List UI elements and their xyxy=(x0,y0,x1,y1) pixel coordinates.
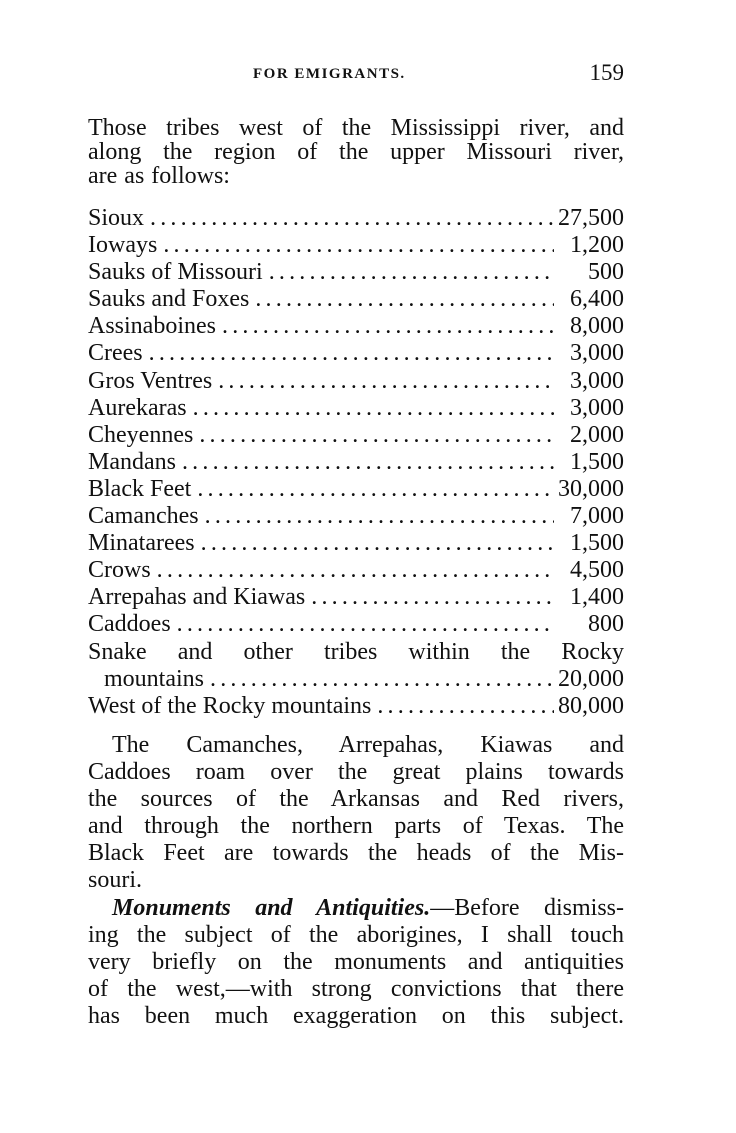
tribe-name: Minatarees xyxy=(88,530,195,557)
text-line: along the region of the upper Missouri r… xyxy=(88,139,624,165)
dot-leader: ........................................… xyxy=(156,557,554,584)
tribe-name: Caddoes xyxy=(88,611,171,638)
dot-leader: ........................................… xyxy=(222,313,554,340)
population-value: 80,000 xyxy=(558,692,624,719)
dot-leader: ........................................… xyxy=(176,611,554,638)
table-row: Crows...................................… xyxy=(88,557,624,584)
text-line: Those tribes west of the Mississippi riv… xyxy=(88,115,624,141)
text-line: and through the northern parts of Texas.… xyxy=(88,813,624,840)
population-value: 1,500 xyxy=(570,530,624,557)
dot-leader: ........................................… xyxy=(210,665,554,692)
population-value: 27,500 xyxy=(558,205,624,231)
tribe-name: Snake and other tribes within the Rocky xyxy=(88,638,624,665)
dot-leader: ........................................… xyxy=(197,475,554,502)
tribe-name: West of the Rocky mountains xyxy=(88,692,372,719)
tribe-name: Mandans xyxy=(88,448,176,475)
tribe-name: Aurekaras xyxy=(88,394,187,421)
text-line: the sources of the Arkansas and Red rive… xyxy=(88,786,624,813)
population-value: 8,000 xyxy=(570,313,624,340)
population-value: 2,000 xyxy=(570,421,624,448)
page-number: 159 xyxy=(589,60,625,85)
dot-leader: ........................................… xyxy=(377,692,554,719)
dot-leader: ........................................… xyxy=(181,448,554,475)
table-row: Caddoes.................................… xyxy=(88,611,624,638)
text-line: ing the subject of the aborigines, I sha… xyxy=(88,921,624,948)
table-row: Sauks of Missouri.......................… xyxy=(88,259,624,286)
paragraph-tribe-ranges: The Camanches, Arrepahas, Kiawas and Cad… xyxy=(88,732,624,1030)
dot-leader: ........................................… xyxy=(150,205,554,231)
dot-leader: ........................................… xyxy=(200,530,554,557)
table-row: Cheyennes...............................… xyxy=(88,422,624,449)
table-row: West of the Rocky mountains.............… xyxy=(88,693,624,720)
dot-leader: ........................................… xyxy=(148,340,554,367)
dot-leader: ........................................… xyxy=(192,394,554,421)
dot-leader: ........................................… xyxy=(163,232,554,259)
text-line: has been much exaggeration on this subje… xyxy=(88,1002,624,1029)
population-value: 30,000 xyxy=(558,475,624,502)
tribe-name: Assinaboines xyxy=(88,313,216,340)
text-line: souri. xyxy=(88,867,142,894)
text-line: Caddoes roam over the great plains towar… xyxy=(88,759,624,786)
tribe-name: Sioux xyxy=(88,205,145,231)
population-value: 800 xyxy=(588,611,624,638)
table-row: Gros Ventres............................… xyxy=(88,368,624,395)
table-row: Assinaboines............................… xyxy=(88,313,624,340)
population-value: 4,500 xyxy=(570,557,624,584)
table-row: Crees...................................… xyxy=(88,340,624,367)
text-line: Black Feet are towards the heads of the … xyxy=(88,840,624,867)
table-row: Sauks and Foxes.........................… xyxy=(88,286,624,313)
tribe-name: mountains xyxy=(104,665,204,692)
population-value: 6,400 xyxy=(570,286,624,313)
tribe-name: Cheyennes xyxy=(88,421,194,448)
table-row: Snake and other tribes within the Rocky xyxy=(88,639,624,666)
population-value: 20,000 xyxy=(558,665,624,692)
population-value: 1,200 xyxy=(570,232,624,259)
population-value: 3,000 xyxy=(570,394,624,421)
table-row: Ioways..................................… xyxy=(88,232,624,259)
dot-leader: ........................................… xyxy=(311,584,554,611)
population-value: 3,000 xyxy=(570,340,624,367)
tribe-name: Ioways xyxy=(88,232,158,259)
table-row: Minatarees..............................… xyxy=(88,530,624,557)
table-row: Arrepahas and Kiawas....................… xyxy=(88,584,624,611)
table-row: Camanches...............................… xyxy=(88,503,624,530)
text-line: Monuments and Antiquities.—Before dismis… xyxy=(88,895,624,922)
text-line: The Camanches, Arrepahas, Kiawas and xyxy=(112,732,624,758)
dot-leader: ........................................… xyxy=(255,286,554,313)
table-row: Mandans.................................… xyxy=(88,449,624,476)
population-value: 1,400 xyxy=(570,584,624,611)
text-line: are as follows: xyxy=(88,163,230,189)
dot-leader: ........................................… xyxy=(204,503,554,530)
section-heading: Monuments and Antiquities. xyxy=(112,894,431,921)
table-row: mountains...............................… xyxy=(88,666,624,693)
text-line: of the west,—with strong convictions tha… xyxy=(88,975,624,1002)
population-value: 1,500 xyxy=(570,448,624,475)
page-header: FOR EMIGRANTS. 159 xyxy=(88,60,624,90)
tribe-name: Gros Ventres xyxy=(88,367,213,394)
tribe-name: Camanches xyxy=(88,503,199,530)
running-title: FOR EMIGRANTS. xyxy=(253,66,406,82)
population-value: 500 xyxy=(588,259,624,286)
table-row: Sioux...................................… xyxy=(88,205,624,232)
text-fragment: —Before dismiss- xyxy=(430,894,625,921)
population-value: 7,000 xyxy=(570,503,624,530)
tribe-name: Crees xyxy=(88,340,143,367)
tribe-name: Sauks and Foxes xyxy=(88,286,250,313)
tribe-name: Black Feet xyxy=(88,475,192,502)
table-row: Black Feet..............................… xyxy=(88,476,624,503)
dot-leader: ........................................… xyxy=(199,421,554,448)
dot-leader: ........................................… xyxy=(268,259,554,286)
table-row: Aurekaras...............................… xyxy=(88,395,624,422)
dot-leader: ........................................… xyxy=(218,367,554,394)
tribe-name: Sauks of Missouri xyxy=(88,259,263,286)
population-value: 3,000 xyxy=(570,367,624,394)
intro-paragraph: Those tribes west of the Mississippi riv… xyxy=(88,116,624,188)
tribe-name: Crows xyxy=(88,557,151,584)
tribe-population-table: Sioux...................................… xyxy=(88,205,624,720)
tribe-name: Arrepahas and Kiawas xyxy=(88,584,306,611)
text-line: very briefly on the monuments and antiqu… xyxy=(88,948,624,975)
